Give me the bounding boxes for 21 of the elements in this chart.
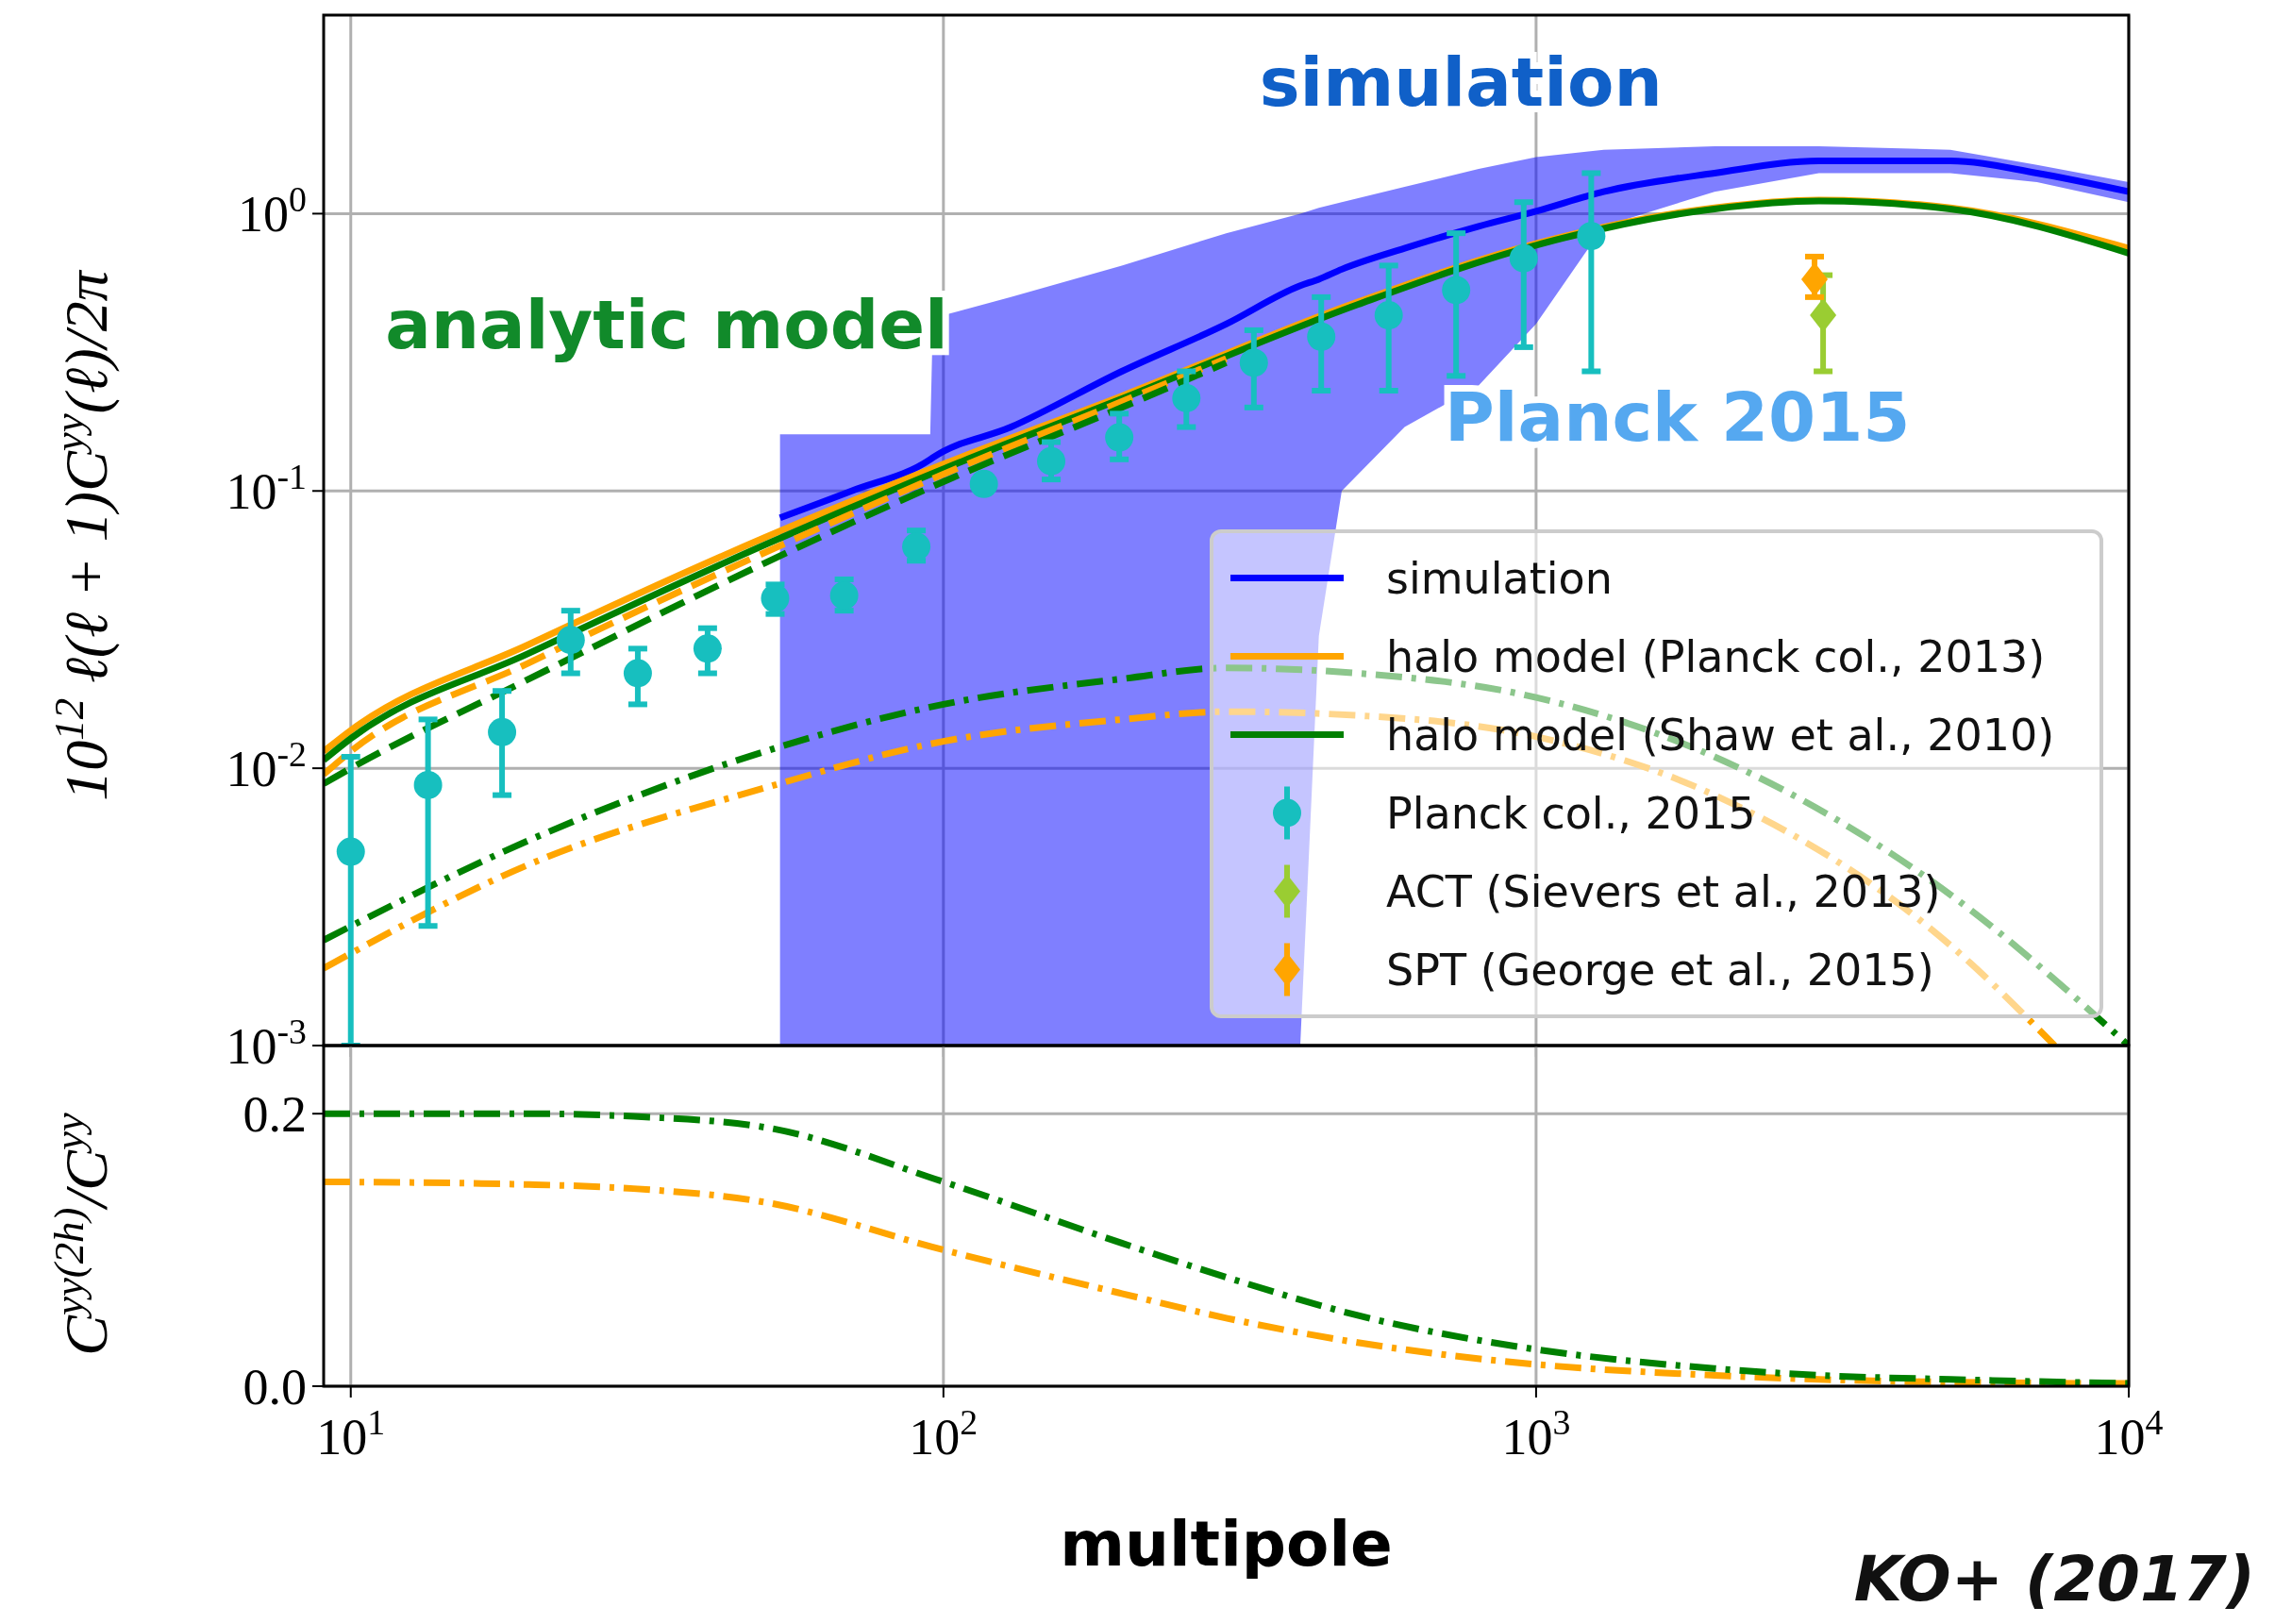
legend-label: SPT (George et al., 2015) [1386,944,1934,996]
legend-label: simulation [1386,552,1613,604]
x-tick-label: 10$^{4}$ [2094,1402,2164,1465]
annotation: analytic model [385,284,948,364]
annotation: Planck 2015 [1445,377,1911,458]
legend-label: Planck col., 2015 [1386,787,1756,839]
y-tick-label: 10$^{0}$ [238,179,307,243]
y-tick-label: 0.0 [243,1358,307,1415]
legend-label: halo model (Planck col., 2013) [1386,630,2046,682]
x-tick-label: 10$^{2}$ [909,1402,979,1465]
y-tick-label: 10$^{-1}$ [226,457,307,521]
annotation: simulation [1259,42,1663,123]
x-tick-label: 10$^{3}$ [1501,1402,1571,1465]
text: KO+ (2017) [1853,1543,2255,1616]
y-tick-label: 10$^{-2}$ [226,734,307,798]
legend-label: halo model (Shaw et al., 2010) [1386,709,2055,761]
x-tick-label: 10$^{1}$ [316,1402,386,1465]
y-tick-label: 10$^{-3}$ [226,1011,307,1075]
x-axis-title: multipole [1060,1508,1393,1581]
legend-label: ACT (Sievers et al., 2013) [1386,865,1941,917]
y-tick-label: 0.2 [243,1086,307,1144]
